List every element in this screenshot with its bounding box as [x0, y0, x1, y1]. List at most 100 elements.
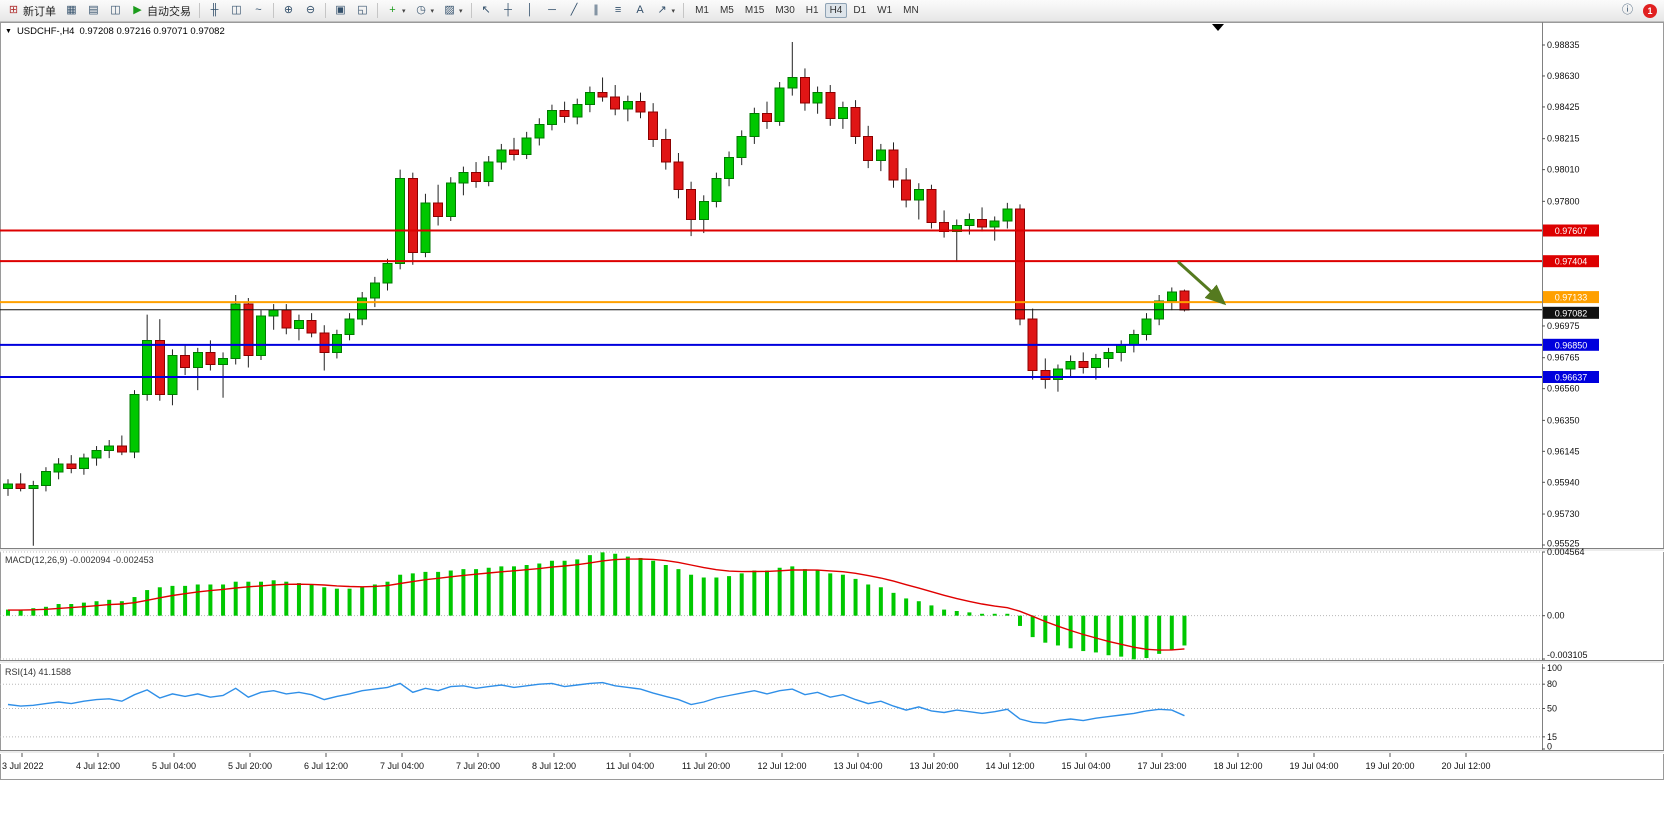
macd-panel[interactable]: MACD(12,26,9) -0.002094 -0.002453 0.00456…	[0, 547, 1588, 660]
svg-text:17 Jul 23:00: 17 Jul 23:00	[1137, 761, 1186, 771]
zoom-out-icon: ⊖	[305, 4, 316, 16]
arrows-button-caret-icon[interactable]: ▾	[671, 7, 676, 15]
svg-text:3 Jul 2022: 3 Jul 2022	[2, 761, 44, 771]
help-icon: ⓘ	[1622, 4, 1633, 16]
cascade-windows-button[interactable]: ◱	[352, 2, 373, 20]
candlestick-chart-button[interactable]: ◫	[226, 2, 247, 20]
svg-text:0.96145: 0.96145	[1547, 446, 1580, 456]
tile-windows-button[interactable]: ▣	[330, 2, 351, 20]
bar-chart-icon: ╫	[210, 4, 219, 16]
crosshair-button[interactable]: ┼	[498, 2, 519, 20]
rsi-line	[7, 681, 1185, 724]
panel-separator-main-macd[interactable]	[0, 548, 1664, 552]
svg-text:11 Jul 04:00: 11 Jul 04:00	[606, 761, 654, 771]
time-axis[interactable]: 3 Jul 2022 4 Jul 12:00 5 Jul 04:00 5 Jul 20…	[2, 753, 1491, 771]
profiles-button[interactable]: ▤	[83, 2, 104, 20]
indicators-button[interactable]: + ▾	[382, 2, 410, 20]
svg-text:13 Jul 04:00: 13 Jul 04:00	[833, 761, 882, 771]
timeframe-m15-button[interactable]: M15	[744, 5, 765, 16]
price-tag-resistance-1: 0.97607	[1543, 224, 1599, 237]
line-chart-button[interactable]: ~	[248, 2, 269, 20]
arrows-icon: ↗	[657, 4, 667, 16]
fibonacci-button[interactable]: ≡	[608, 2, 629, 20]
profiles-icon: ▤	[88, 4, 99, 16]
price-chart[interactable]: MACD(12,26,9) -0.002094 -0.002453 0.00456…	[0, 22, 1664, 827]
svg-text:0.98215: 0.98215	[1547, 134, 1580, 144]
toolbar-separator	[273, 3, 274, 18]
toolbar-separator	[377, 3, 378, 18]
svg-text:-0.003105: -0.003105	[1547, 650, 1588, 660]
svg-text:15: 15	[1547, 732, 1557, 742]
new-order-icon: ⊞	[8, 4, 19, 16]
timeframe-mn-button[interactable]: MN	[903, 5, 919, 16]
periods-button-caret-icon[interactable]: ▾	[430, 7, 435, 15]
rsi-panel[interactable]: RSI(14) 41.1588 100 80 50 150	[0, 663, 1562, 752]
channel-icon: ∥	[593, 4, 599, 16]
periods-button[interactable]: ◷ ▾	[411, 2, 439, 20]
text-button[interactable]: A	[630, 2, 651, 20]
crosshair-icon: ┼	[504, 4, 512, 16]
trendline-button[interactable]: ╱	[564, 2, 585, 20]
svg-text:0.00: 0.00	[1547, 611, 1565, 621]
panel-separator-rsi-timeline[interactable]	[0, 750, 1664, 754]
svg-text:7 Jul 20:00: 7 Jul 20:00	[456, 761, 500, 771]
chart-background	[0, 22, 1664, 827]
timeframe-m1-button[interactable]: M1	[695, 5, 709, 16]
timeframe-h1-button[interactable]: H1	[805, 5, 819, 16]
vertical-line-button[interactable]: │	[520, 2, 541, 20]
timeframe-m30-button[interactable]: M30	[775, 5, 795, 16]
svg-text:20 Jul 12:00: 20 Jul 12:00	[1441, 761, 1490, 771]
fibonacci-icon: ≡	[614, 4, 622, 16]
toolbar-separator	[470, 3, 472, 18]
toolbar: ⊞ 新订单 ▦ ▤ ◫ ▶ 自动交易 ╫ ◫ ~ ⊕ ⊖ ▣ ◱ + ▾ ◷ ▾ ▨ ▾ ↖ ┼ │ ─ ╱ ∥ ≡ A ↗ ▾ M1 M5 M…	[0, 0, 1664, 22]
svg-text:0.97404: 0.97404	[1555, 257, 1588, 267]
arrows-button[interactable]: ↗ ▾	[652, 2, 680, 20]
price-tag-pivot-orange: 0.97133	[1543, 291, 1599, 304]
zoom-out-button[interactable]: ⊖	[300, 2, 321, 20]
collapse-icon[interactable]: ▼	[5, 28, 12, 35]
svg-text:14 Jul 12:00: 14 Jul 12:00	[985, 761, 1034, 771]
new-order-button[interactable]: ⊞ 新订单	[3, 2, 60, 20]
charts-button[interactable]: ▦	[61, 2, 82, 20]
svg-text:0.97133: 0.97133	[1555, 293, 1588, 303]
trend-arrow[interactable]	[1176, 260, 1227, 306]
svg-text:0.96637: 0.96637	[1555, 373, 1588, 383]
data-window-icon: ◫	[110, 4, 121, 16]
cursor-button[interactable]: ↖	[476, 2, 497, 20]
toolbar-separator	[199, 3, 200, 18]
chart-shift-marker[interactable]	[1212, 24, 1224, 31]
timeframe-m5-button[interactable]: M5	[719, 5, 734, 16]
timeframe-d1-button[interactable]: D1	[853, 5, 867, 16]
indicators-button-caret-icon[interactable]: ▾	[402, 7, 406, 15]
notification-badge[interactable]: 1	[1643, 3, 1657, 18]
zoom-in-button[interactable]: ⊕	[278, 2, 299, 20]
text-icon: A	[636, 4, 644, 16]
channel-button[interactable]: ∥	[586, 2, 607, 20]
svg-text:0.98835: 0.98835	[1547, 40, 1580, 50]
templates-button[interactable]: ▨ ▾	[439, 2, 467, 20]
svg-text:0.97800: 0.97800	[1547, 196, 1580, 206]
panel-separator-macd-rsi[interactable]	[0, 660, 1664, 664]
price-axis[interactable]: 0.98835 0.98630 0.98425 0.98215 0.98010 0.978…	[1542, 40, 1580, 549]
macd-label: MACD(12,26,9) -0.002094 -0.002453	[5, 555, 154, 565]
svg-text:100: 100	[1547, 663, 1562, 673]
templates-button-caret-icon[interactable]: ▾	[459, 7, 463, 15]
horizontal-line-button[interactable]: ─	[542, 2, 563, 20]
svg-text:0.96975: 0.96975	[1547, 321, 1580, 331]
timeframe-w1-button[interactable]: W1	[877, 5, 893, 16]
chart-window[interactable]: MACD(12,26,9) -0.002094 -0.002453 0.00456…	[0, 22, 1664, 827]
svg-text:0.96560: 0.96560	[1547, 384, 1580, 394]
svg-text:19 Jul 04:00: 19 Jul 04:00	[1289, 761, 1338, 771]
cursor-icon: ↖	[481, 4, 491, 16]
help-button[interactable]: ⓘ	[1617, 2, 1638, 20]
autotrading-button[interactable]: ▶ 自动交易	[127, 2, 195, 20]
data-window-button[interactable]: ◫	[105, 2, 126, 20]
bar-chart-button[interactable]: ╫	[204, 2, 225, 20]
vertical-line-icon: │	[526, 4, 534, 16]
svg-text:4 Jul 12:00: 4 Jul 12:00	[76, 761, 120, 771]
rsi-label: RSI(14) 41.1588	[5, 667, 71, 677]
periods-icon: ◷	[416, 4, 426, 16]
chart-header: ▼ USDCHF-,H4 0.97208 0.97216 0.97071 0.9…	[5, 26, 225, 37]
timeframe-h4-button[interactable]: H4	[824, 3, 848, 18]
horizontal-lines[interactable]: 0.97607 0.97404 0.97133 0.97082 0.96850 0.966…	[0, 224, 1599, 384]
